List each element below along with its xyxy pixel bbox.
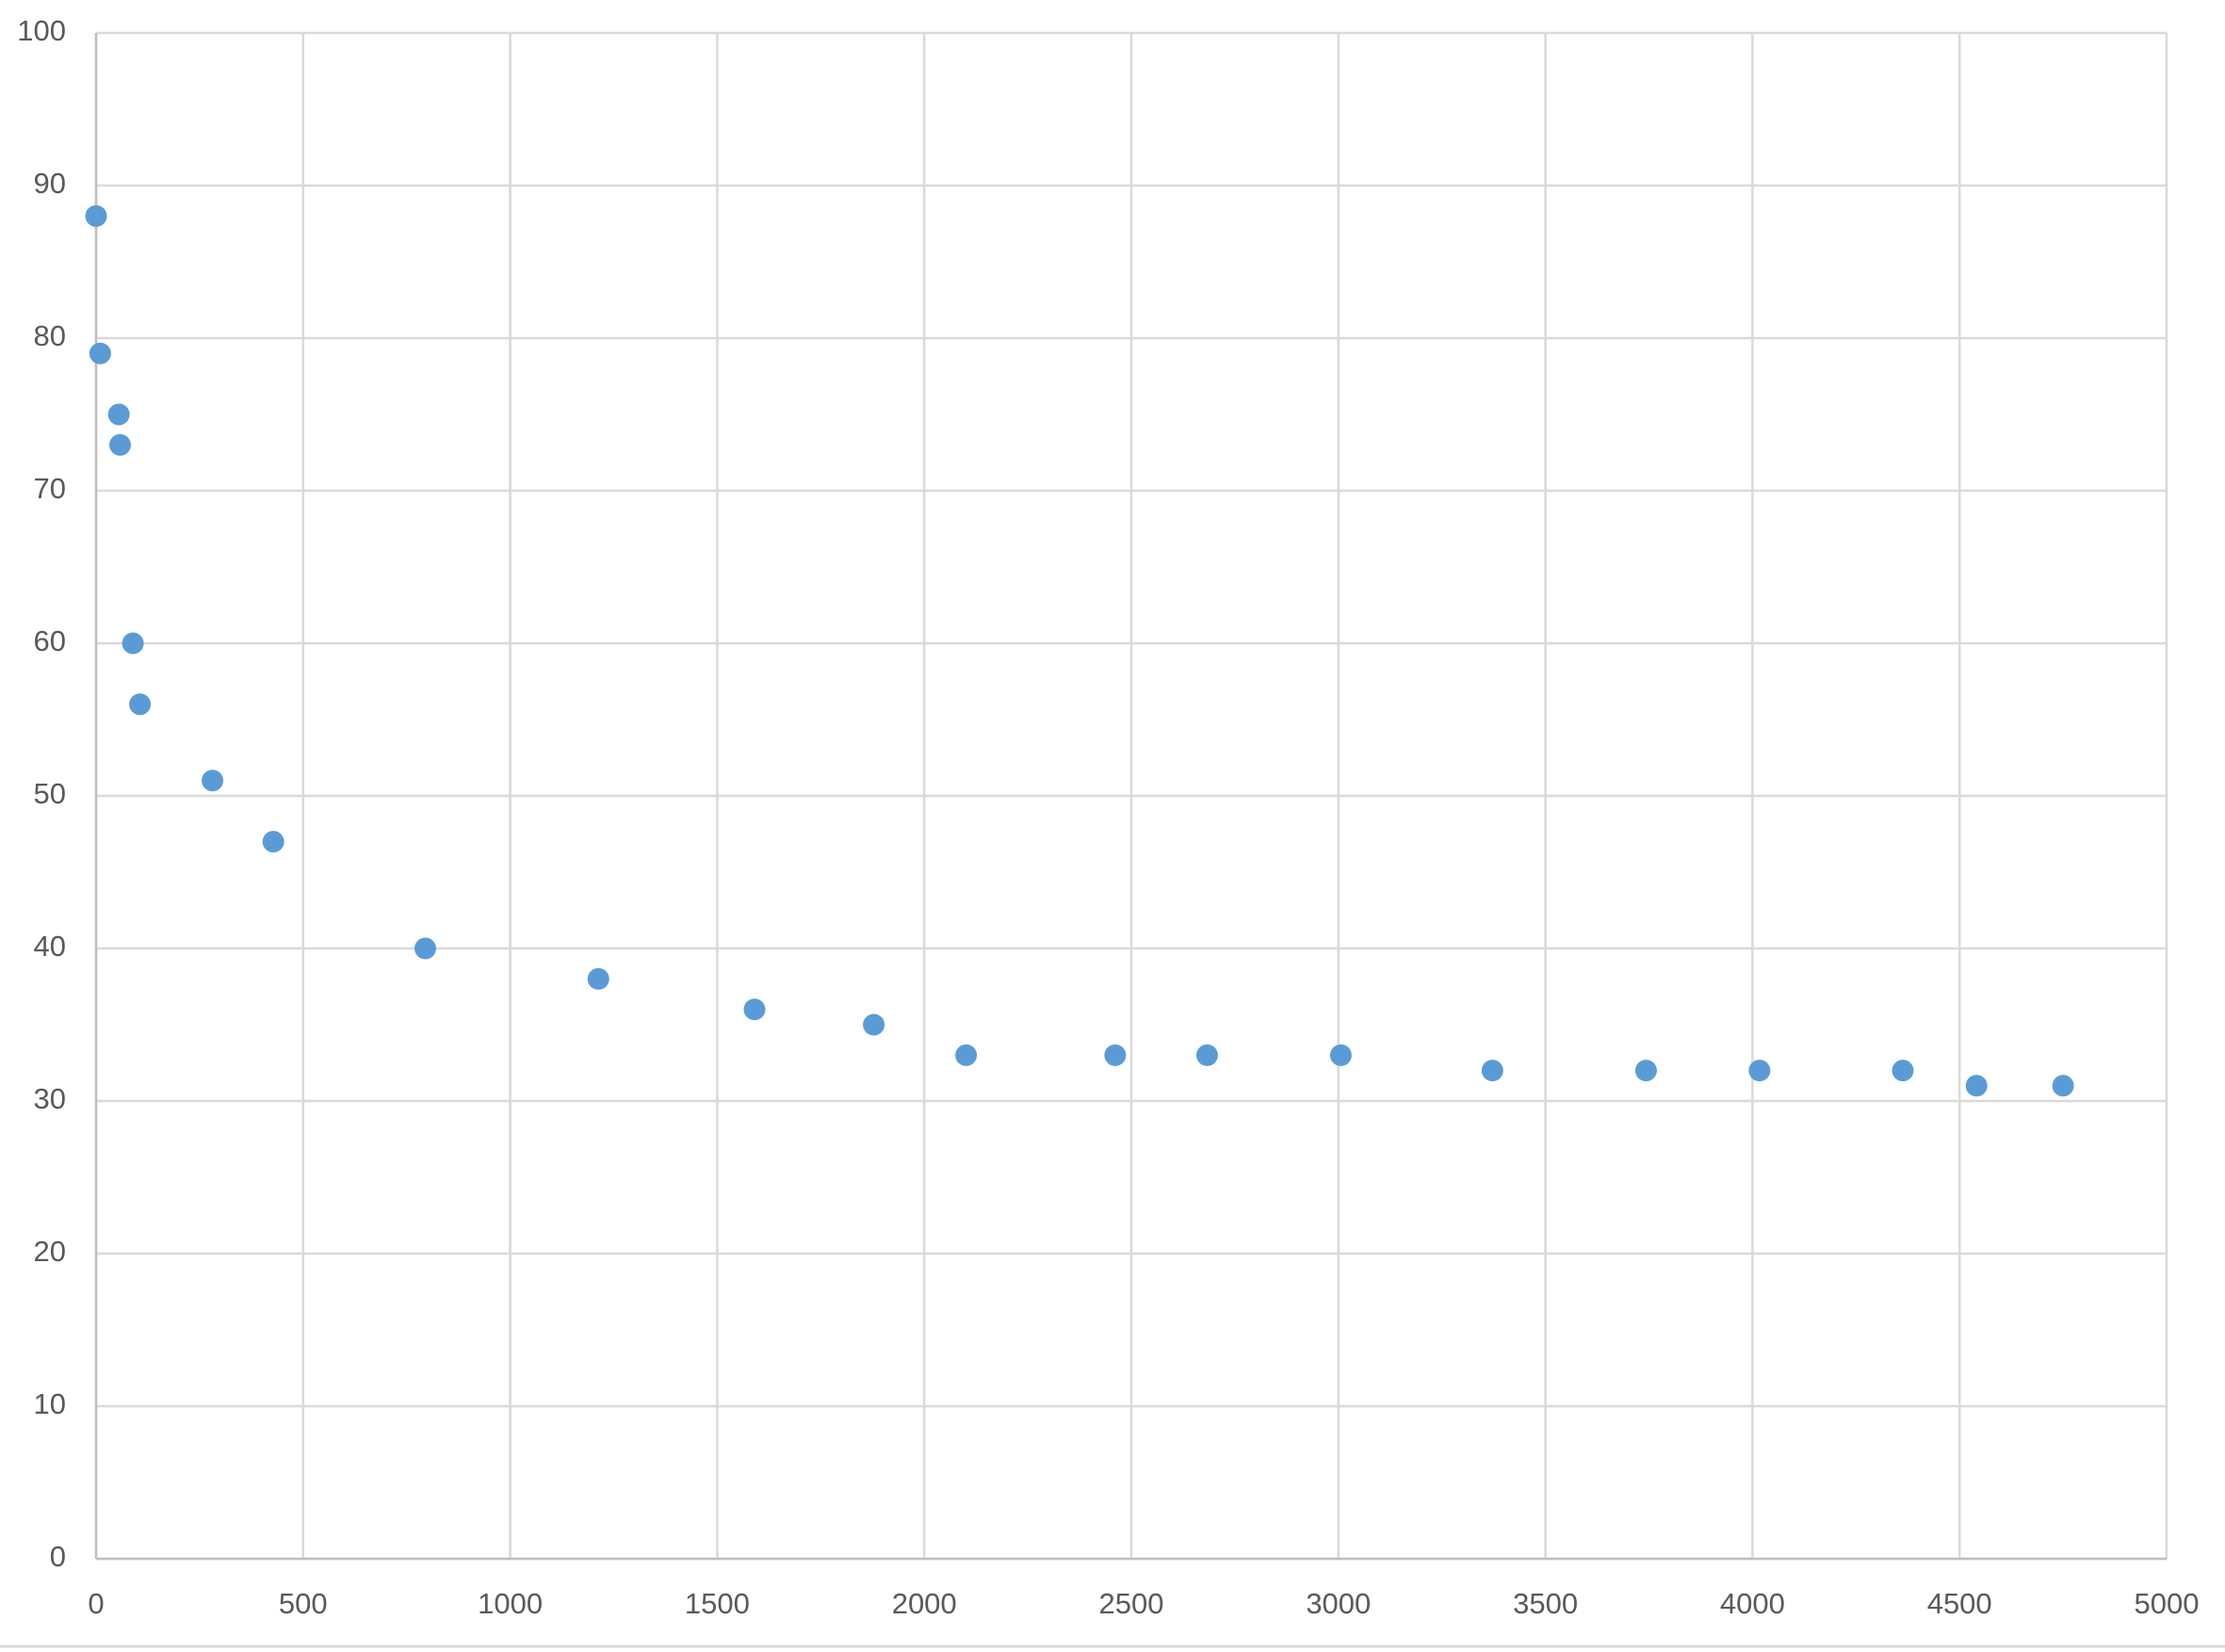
x-tick-label: 2500 xyxy=(1099,1587,1164,1620)
point xyxy=(122,632,144,655)
point xyxy=(107,403,130,426)
point xyxy=(202,769,224,792)
point xyxy=(1965,1075,1988,1097)
y-tick-label: 50 xyxy=(34,777,66,810)
point xyxy=(1634,1060,1657,1082)
y-tick-label: 100 xyxy=(17,14,66,47)
point xyxy=(89,342,111,364)
point xyxy=(1892,1060,1914,1082)
x-tick-label: 1000 xyxy=(478,1587,543,1620)
point xyxy=(129,693,152,716)
y-tick-label: 90 xyxy=(34,167,66,200)
y-tick-label: 60 xyxy=(34,624,66,657)
y-tick-label: 30 xyxy=(34,1082,66,1115)
point xyxy=(2052,1075,2074,1097)
x-tick-label: 0 xyxy=(88,1587,104,1620)
y-tick-label: 20 xyxy=(34,1235,66,1268)
point xyxy=(1748,1060,1771,1082)
point xyxy=(863,1013,885,1036)
x-tick-label: 3500 xyxy=(1513,1587,1578,1620)
x-tick-label: 4000 xyxy=(1720,1587,1785,1620)
x-tick-label: 1500 xyxy=(685,1587,750,1620)
point xyxy=(85,204,107,227)
x-tick-label: 2000 xyxy=(892,1587,957,1620)
y-tick-label: 10 xyxy=(34,1387,66,1420)
y-tick-label: 80 xyxy=(34,319,66,352)
x-tick-label: 500 xyxy=(279,1587,328,1620)
y-tick-label: 40 xyxy=(34,930,66,963)
point xyxy=(1195,1044,1218,1066)
y-tick-label: 0 xyxy=(50,1540,66,1573)
point xyxy=(262,831,284,853)
point xyxy=(1481,1060,1503,1082)
point xyxy=(587,967,609,990)
point xyxy=(1329,1044,1352,1066)
x-tick-label: 3000 xyxy=(1306,1587,1371,1620)
x-tick-label: 5000 xyxy=(2135,1587,2200,1620)
point xyxy=(955,1044,978,1066)
y-tick-label: 70 xyxy=(34,472,66,505)
point xyxy=(743,998,766,1021)
x-tick-label: 4500 xyxy=(1927,1587,1992,1620)
point xyxy=(414,937,436,960)
point xyxy=(108,433,131,456)
point xyxy=(1104,1044,1127,1066)
